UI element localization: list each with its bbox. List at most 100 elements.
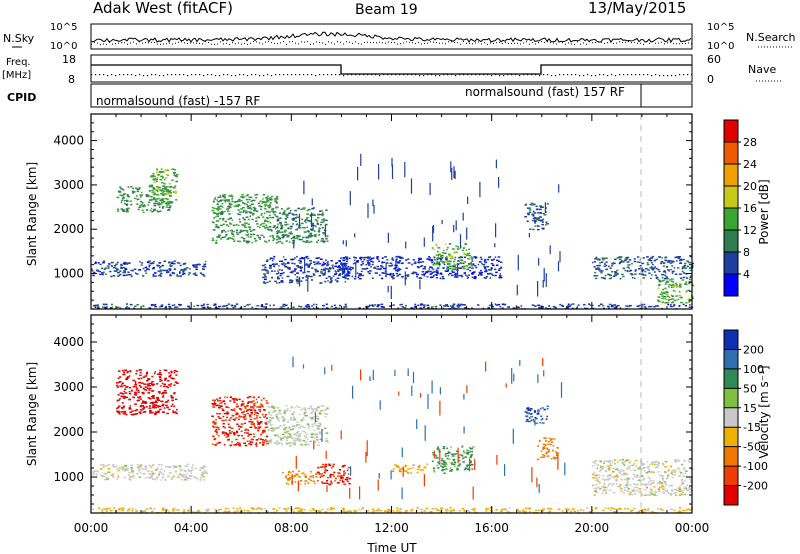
heatmap-cell	[370, 266, 372, 268]
heatmap-cell	[317, 426, 320, 429]
heatmap-cell	[249, 215, 252, 217]
heatmap-cell	[221, 401, 223, 404]
heatmap-cell	[405, 470, 408, 472]
heatmap-cell	[312, 307, 315, 309]
heatmap-cell	[235, 406, 239, 408]
nave-dot	[335, 74, 337, 76]
nave-dot	[495, 74, 497, 76]
heatmap-cell	[318, 431, 321, 433]
heatmap-cell	[325, 469, 329, 472]
heatmap-cell	[416, 507, 420, 509]
heatmap-cell	[388, 511, 391, 513]
heatmap-cell	[633, 475, 637, 478]
heatmap-cell	[453, 263, 456, 265]
heatmap-cell	[246, 211, 249, 213]
heatmap-cell	[268, 406, 271, 408]
heatmap-cell	[104, 273, 107, 275]
heatmap-cell	[272, 212, 275, 214]
heatmap-cell	[643, 470, 646, 472]
heatmap-cell	[543, 408, 546, 411]
heatmap-cell	[307, 482, 310, 484]
heatmap-cell	[273, 255, 276, 258]
heatmap-cell	[314, 441, 317, 443]
heatmap-cell	[214, 401, 216, 403]
heatmap-cell	[441, 459, 444, 462]
nsearch-dot	[481, 43, 482, 45]
nsearch-dot	[271, 42, 272, 44]
heatmap-cell	[226, 224, 229, 226]
heatmap-cell	[109, 270, 112, 273]
heatmap-cell	[345, 258, 348, 260]
heatmap-cell	[547, 443, 549, 445]
heatmap-cell	[352, 267, 354, 270]
heatmap-cell	[529, 417, 531, 419]
heatmap-cell	[112, 275, 116, 277]
heatmap-cell	[116, 271, 120, 274]
heatmap-cell	[537, 212, 540, 214]
heatmap-cell	[392, 470, 395, 472]
heatmap-cell	[154, 413, 157, 416]
heatmap-cell	[531, 213, 535, 216]
heatmap-cell	[672, 283, 675, 286]
heatmap-cell	[285, 482, 288, 485]
heatmap-cell	[118, 190, 120, 192]
heatmap-cell	[168, 261, 171, 263]
heatmap-cell	[271, 260, 274, 262]
heatmap-cell	[687, 289, 690, 292]
heatmap-cell	[152, 262, 155, 265]
heatmap-cell	[159, 270, 162, 273]
heatmap-cell	[681, 463, 684, 466]
heatmap-cell	[637, 479, 640, 482]
heatmap-cell	[166, 188, 168, 191]
heatmap-cell	[287, 207, 291, 209]
heatmap-cell	[632, 490, 636, 493]
heatmap-cell	[623, 259, 627, 262]
heatmap-cell	[451, 274, 454, 277]
heatmap-cell	[451, 453, 453, 456]
heatmap-cell	[175, 199, 178, 201]
heatmap-cell	[250, 208, 253, 210]
nsearch-dot	[109, 41, 110, 43]
heatmap-cell	[646, 486, 649, 489]
heatmap-cell	[386, 273, 389, 275]
heatmap-cell	[199, 469, 202, 471]
heatmap-cell	[674, 459, 677, 461]
heatmap-cell	[243, 410, 246, 413]
heatmap-cell	[456, 467, 459, 469]
heatmap-cell	[459, 304, 462, 307]
heatmap-cell	[604, 489, 607, 492]
heatmap-cell	[311, 207, 315, 210]
heatmap-cell	[309, 479, 312, 481]
heatmap-cell	[174, 169, 177, 171]
heatmap-cell	[655, 267, 658, 270]
heatmap-cell	[122, 266, 125, 269]
heatmap-cell	[248, 414, 252, 416]
heatmap-cell	[527, 213, 530, 216]
heatmap-cell	[678, 490, 682, 493]
heatmap-cell	[436, 464, 439, 467]
nsearch-dot	[490, 42, 491, 44]
heatmap-cell	[159, 369, 161, 372]
heatmap-cell	[225, 234, 228, 237]
heatmap-cell	[301, 226, 305, 229]
heatmap-cell	[627, 478, 630, 480]
heatmap-cell	[444, 252, 447, 255]
heatmap-cell	[266, 442, 270, 445]
heatmap-cell	[156, 186, 159, 188]
heatmap-cell	[294, 220, 298, 223]
heatmap-cell	[216, 442, 219, 445]
heatmap-cell	[459, 453, 462, 456]
heatmap-cell	[257, 429, 259, 432]
heatmap-cell	[341, 480, 344, 482]
heatmap-cell	[660, 291, 663, 293]
heatmap-cell	[323, 412, 327, 415]
heatmap-cell	[260, 438, 263, 440]
heatmap-cell	[538, 218, 540, 220]
heatmap-cell	[453, 166, 455, 178]
heatmap-cell	[300, 280, 303, 282]
heatmap-cell	[244, 224, 247, 226]
nsearch-dot	[103, 43, 104, 45]
heatmap-cell	[641, 475, 645, 477]
heatmap-cell	[101, 267, 104, 270]
heatmap-cell	[426, 258, 430, 260]
